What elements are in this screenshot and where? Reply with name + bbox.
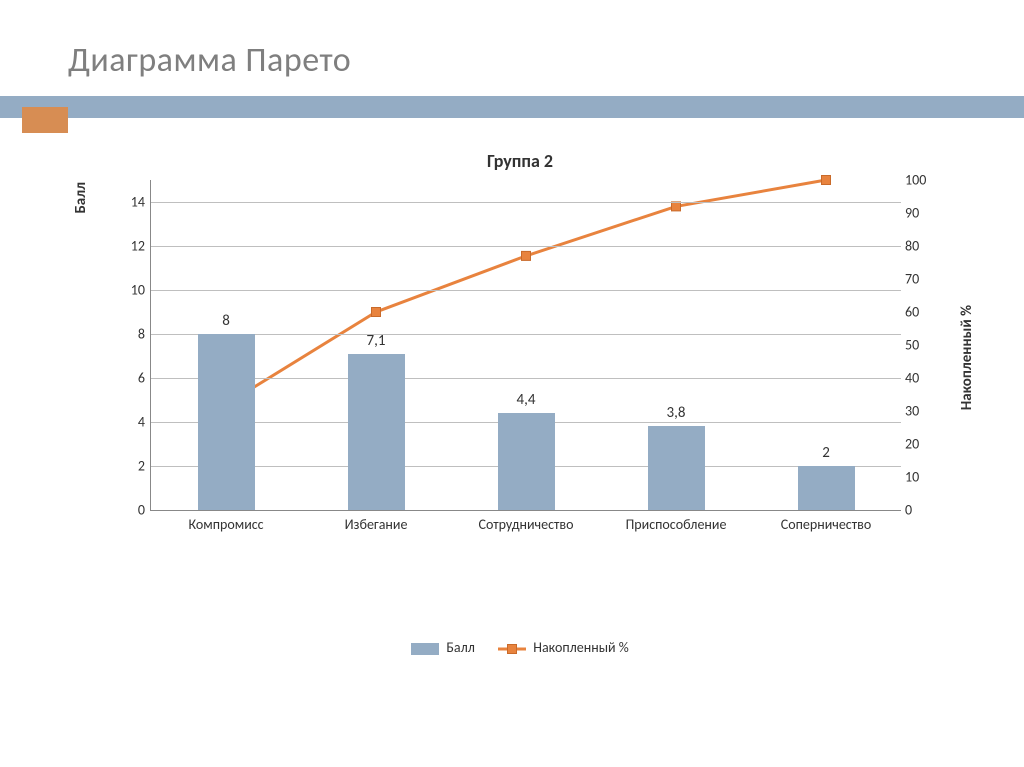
y1-tick-label: 4 [121, 414, 145, 431]
chart-title: Группа 2 [80, 150, 960, 172]
legend-label-bar: Балл [446, 639, 475, 656]
y2-tick-label: 50 [905, 337, 935, 354]
plot-area: 0246810121401020304050607080901008Компро… [150, 180, 901, 511]
bar: 3,8 [648, 426, 705, 510]
y2-tick-label: 70 [905, 271, 935, 288]
legend-swatch-line [498, 643, 526, 655]
x-category-label: Компромисс [188, 510, 263, 533]
x-category-label: Приспособление [626, 510, 727, 533]
legend-swatch-bar [411, 643, 439, 655]
line-marker [372, 308, 381, 317]
y2-tick-label: 60 [905, 304, 935, 321]
y1-tick-label: 8 [121, 326, 145, 343]
y1-tick-label: 6 [121, 370, 145, 387]
y1-axis-label: Балл [72, 182, 90, 214]
gridline [151, 202, 901, 203]
y1-tick-label: 2 [121, 458, 145, 475]
y2-tick-label: 90 [905, 205, 935, 222]
legend-item-bar: Балл [411, 639, 475, 656]
y1-tick-label: 12 [121, 238, 145, 255]
pareto-chart: Группа 2 Балл Накопленный % 024681012140… [80, 150, 960, 580]
cumulative-line [226, 180, 826, 404]
bar: 2 [798, 466, 855, 510]
line-marker [822, 176, 831, 185]
slide: Диаграмма Парето Группа 2 Балл Накопленн… [0, 0, 1024, 767]
line-marker [672, 202, 681, 211]
y1-tick-label: 10 [121, 282, 145, 299]
gridline [151, 290, 901, 291]
bar: 8 [198, 334, 255, 510]
bar-value-label: 8 [198, 312, 255, 330]
gridline [151, 334, 901, 335]
gridline [151, 378, 901, 379]
decor-bar [0, 96, 1024, 118]
bar-value-label: 2 [798, 444, 855, 462]
y2-tick-label: 30 [905, 403, 935, 420]
y2-axis-label: Накопленный % [958, 305, 976, 410]
y2-tick-label: 100 [905, 172, 935, 189]
y1-tick-label: 0 [121, 502, 145, 519]
y2-tick-label: 80 [905, 238, 935, 255]
x-category-label: Сотрудничество [478, 510, 573, 533]
y2-tick-label: 40 [905, 370, 935, 387]
y2-tick-label: 20 [905, 436, 935, 453]
legend: Балл Накопленный % [80, 639, 960, 656]
y2-tick-label: 10 [905, 469, 935, 486]
line-marker [522, 251, 531, 260]
bar-value-label: 7,1 [348, 332, 405, 350]
y2-tick-label: 0 [905, 502, 935, 519]
decor-accent [22, 107, 68, 133]
gridline [151, 246, 901, 247]
bar: 4,4 [498, 413, 555, 510]
legend-label-line: Накопленный % [533, 639, 629, 656]
legend-item-line: Накопленный % [498, 639, 629, 656]
x-category-label: Соперничество [781, 510, 871, 533]
x-category-label: Избегание [345, 510, 408, 533]
page-title: Диаграмма Парето [68, 40, 351, 81]
bar: 7,1 [348, 354, 405, 510]
bar-value-label: 4,4 [498, 391, 555, 409]
bar-value-label: 3,8 [648, 404, 705, 422]
y1-tick-label: 14 [121, 194, 145, 211]
